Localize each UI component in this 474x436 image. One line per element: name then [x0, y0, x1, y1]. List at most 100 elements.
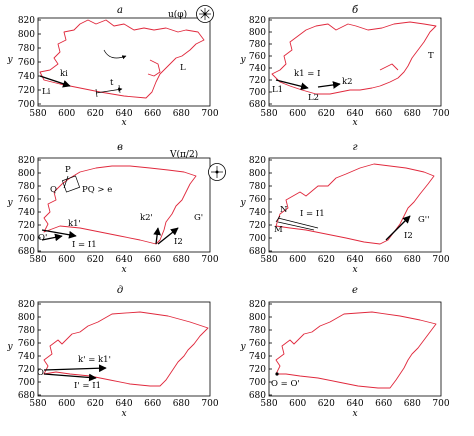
xtick: 580 — [260, 255, 277, 265]
ytick: 700 — [249, 378, 266, 388]
ytick: 720 — [249, 76, 266, 86]
panel-v-x-ticks: 580 600 620 640 660 680 700 — [29, 255, 218, 265]
box-PQ — [61, 175, 81, 193]
panel-g-frame — [268, 157, 442, 253]
ytick: 820 — [18, 156, 35, 166]
ytick: 680 — [249, 391, 266, 401]
panel-a: а 820 800 780 760 740 720 700 580 600 62… — [6, 5, 218, 128]
x-axis-label: x — [121, 265, 126, 275]
xtick: 580 — [29, 109, 46, 119]
xtick: 640 — [115, 399, 132, 409]
label-Gpp: G'' — [418, 215, 429, 225]
contour-g — [275, 163, 435, 245]
ytick: 680 — [18, 247, 35, 257]
xtick: 640 — [115, 109, 132, 119]
panel-b-title: б — [352, 5, 359, 16]
arrow-I2 — [385, 215, 411, 241]
panel-a-y-ticks: 820 800 780 760 740 720 700 — [18, 16, 41, 110]
panel-g-y-ticks: 820 800 780 760 740 720 700 680 — [249, 156, 272, 257]
ytick: 800 — [249, 313, 266, 323]
xtick: 620 — [318, 255, 335, 265]
panel-v: в 820 800 780 760 740 720 700 680 580 60… — [6, 142, 226, 275]
panel-g-title: г — [352, 142, 357, 153]
x-axis-label: x — [121, 409, 126, 419]
arrow-I1p — [43, 373, 97, 382]
arrow-t — [95, 87, 123, 94]
ytick: 780 — [18, 44, 35, 54]
ytick: 720 — [18, 221, 35, 231]
y-axis-label: y — [239, 55, 246, 65]
ytick: 780 — [249, 40, 266, 50]
panel-a-x-ticks: 580 600 620 640 660 680 700 — [29, 109, 218, 119]
xtick: 680 — [404, 399, 421, 409]
xtick: 600 — [58, 399, 75, 409]
ytick: 700 — [249, 88, 266, 98]
panel-e: е 820 800 780 760 740 720 700 680 580 60… — [239, 285, 449, 419]
xtick: 700 — [201, 399, 218, 409]
contour-b — [271, 21, 437, 95]
xtick: 640 — [346, 255, 363, 265]
panel-v-y-ticks: 820 800 780 760 740 720 700 680 — [18, 156, 41, 257]
xtick: 680 — [173, 399, 190, 409]
xtick: 700 — [432, 399, 449, 409]
y-axis-label: y — [6, 55, 13, 65]
xtick: 660 — [144, 109, 161, 119]
panel-d-x-ticks: 580 600 620 640 660 680 700 — [29, 399, 218, 409]
ytick: 740 — [249, 64, 266, 74]
xtick: 600 — [58, 255, 75, 265]
ytick: 720 — [249, 221, 266, 231]
ytick: 800 — [249, 28, 266, 38]
y-axis-label: y — [6, 198, 13, 208]
arrow-k2 — [317, 81, 341, 89]
contour-e — [275, 311, 437, 389]
x-axis-label: x — [352, 265, 357, 275]
tick-t-a — [95, 88, 98, 98]
line-I1 — [277, 217, 319, 229]
arrow-ki — [39, 75, 71, 88]
xtick: 620 — [318, 399, 335, 409]
ytick: 820 — [249, 16, 266, 26]
panel-d: д 820 800 780 760 740 720 700 680 580 60… — [6, 285, 218, 419]
point-O — [275, 372, 279, 376]
xtick: 620 — [318, 109, 335, 119]
panel-g: г 820 800 780 760 740 720 700 680 580 60… — [239, 142, 449, 275]
xtick: 680 — [404, 255, 421, 265]
ytick: 800 — [249, 169, 266, 179]
xtick: 600 — [58, 109, 75, 119]
ytick: 760 — [18, 339, 35, 349]
segment-NM — [275, 215, 281, 223]
panel-v-title: в — [117, 142, 123, 153]
arrow-k2p — [153, 227, 161, 245]
panel-e-title: е — [352, 285, 358, 296]
ytick: 780 — [249, 182, 266, 192]
ytick: 760 — [18, 58, 35, 68]
arrow-k1p — [41, 229, 77, 239]
label-kk: k' = k1' — [78, 355, 111, 365]
ytick: 760 — [249, 195, 266, 205]
contour-v — [43, 165, 197, 245]
panel-b-x-ticks: 580 600 620 640 660 680 700 — [260, 109, 449, 119]
label-I2: I2 — [404, 231, 413, 241]
ytick: 700 — [18, 100, 35, 110]
line-I1b — [277, 221, 315, 231]
xtick: 620 — [87, 255, 104, 265]
arrow-kk — [43, 364, 107, 373]
panel-g-x-ticks: 580 600 620 640 660 680 700 — [260, 255, 449, 265]
y-axis-label: y — [239, 198, 246, 208]
ytick: 800 — [18, 313, 35, 323]
ytick: 780 — [249, 326, 266, 336]
label-Q: Q — [50, 185, 57, 195]
ytick: 820 — [249, 300, 266, 310]
xtick: 680 — [173, 109, 190, 119]
xtick: 580 — [260, 109, 277, 119]
xtick: 600 — [289, 109, 306, 119]
ytick: 680 — [249, 100, 266, 110]
rotation-arrow — [103, 49, 127, 60]
ytick: 740 — [18, 208, 35, 218]
direction-rose-icon — [196, 5, 214, 23]
label-T: T — [428, 51, 434, 61]
label-I2: I2 — [174, 237, 183, 247]
arrow-I2 — [157, 227, 179, 245]
panel-e-y-ticks: 820 800 780 760 740 720 700 680 — [249, 300, 272, 401]
ytick: 720 — [249, 365, 266, 375]
